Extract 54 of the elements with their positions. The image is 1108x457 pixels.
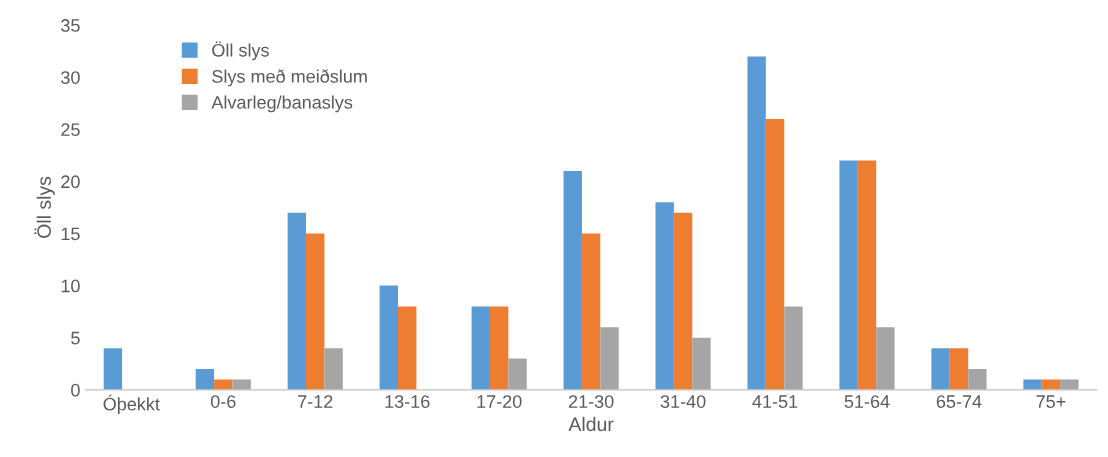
bar — [287, 212, 307, 390]
y-tick-label: 20 — [61, 175, 80, 189]
bar — [600, 327, 619, 390]
x-tick-label: Óþekkt — [103, 394, 160, 415]
x-tick-label: 41-51 — [752, 395, 798, 408]
bar — [103, 348, 123, 390]
bar — [1060, 379, 1079, 390]
bar — [673, 212, 693, 390]
bar — [324, 348, 343, 390]
legend-label: Alvarleg/banaslys — [211, 95, 353, 113]
x-tick-label: 31-40 — [660, 395, 706, 408]
y-tick-label: 10 — [61, 279, 80, 293]
bar — [839, 160, 858, 390]
x-tick-label: 51-64 — [844, 395, 890, 408]
y-tick-label: 15 — [61, 227, 80, 241]
bar — [747, 56, 766, 390]
bar — [931, 348, 950, 390]
legend-label: Slys með meiðslum — [212, 69, 367, 87]
bar — [784, 306, 803, 390]
bar — [232, 379, 251, 390]
bar — [1023, 379, 1042, 390]
y-tick-label: 30 — [61, 71, 80, 84]
legend-label: Öll slys — [212, 41, 269, 61]
x-tick-label: 65-74 — [936, 395, 982, 408]
x-axis-title: Aldur — [568, 416, 614, 432]
bar — [1041, 379, 1061, 390]
y-axis-title: Öll slys — [34, 176, 55, 238]
bar — [563, 171, 582, 390]
bar — [692, 337, 711, 390]
x-tick-label: 0-6 — [210, 395, 236, 408]
bar — [489, 306, 509, 390]
x-tick-label: 75+ — [1036, 395, 1066, 408]
bar — [655, 202, 674, 390]
bar — [214, 379, 233, 390]
x-tick-label: 13-16 — [385, 395, 430, 408]
bar — [581, 233, 601, 390]
x-tick-label: 17-20 — [477, 395, 522, 408]
y-tick-label: 35 — [61, 19, 80, 32]
bar — [471, 306, 490, 390]
x-tick-label: 7-12 — [298, 395, 333, 408]
bar — [765, 118, 785, 390]
bar — [968, 368, 987, 390]
y-tick-label: 25 — [61, 123, 80, 137]
bar — [857, 160, 877, 390]
bar — [397, 306, 417, 390]
bar — [379, 285, 398, 390]
y-tick-label: 5 — [71, 331, 80, 345]
bar — [949, 348, 969, 390]
y-tick-label: 0 — [71, 383, 80, 397]
bar — [195, 368, 215, 390]
bar — [876, 327, 895, 390]
bar — [508, 358, 527, 390]
x-tick-label: 21-30 — [568, 395, 614, 408]
bar — [306, 233, 325, 390]
